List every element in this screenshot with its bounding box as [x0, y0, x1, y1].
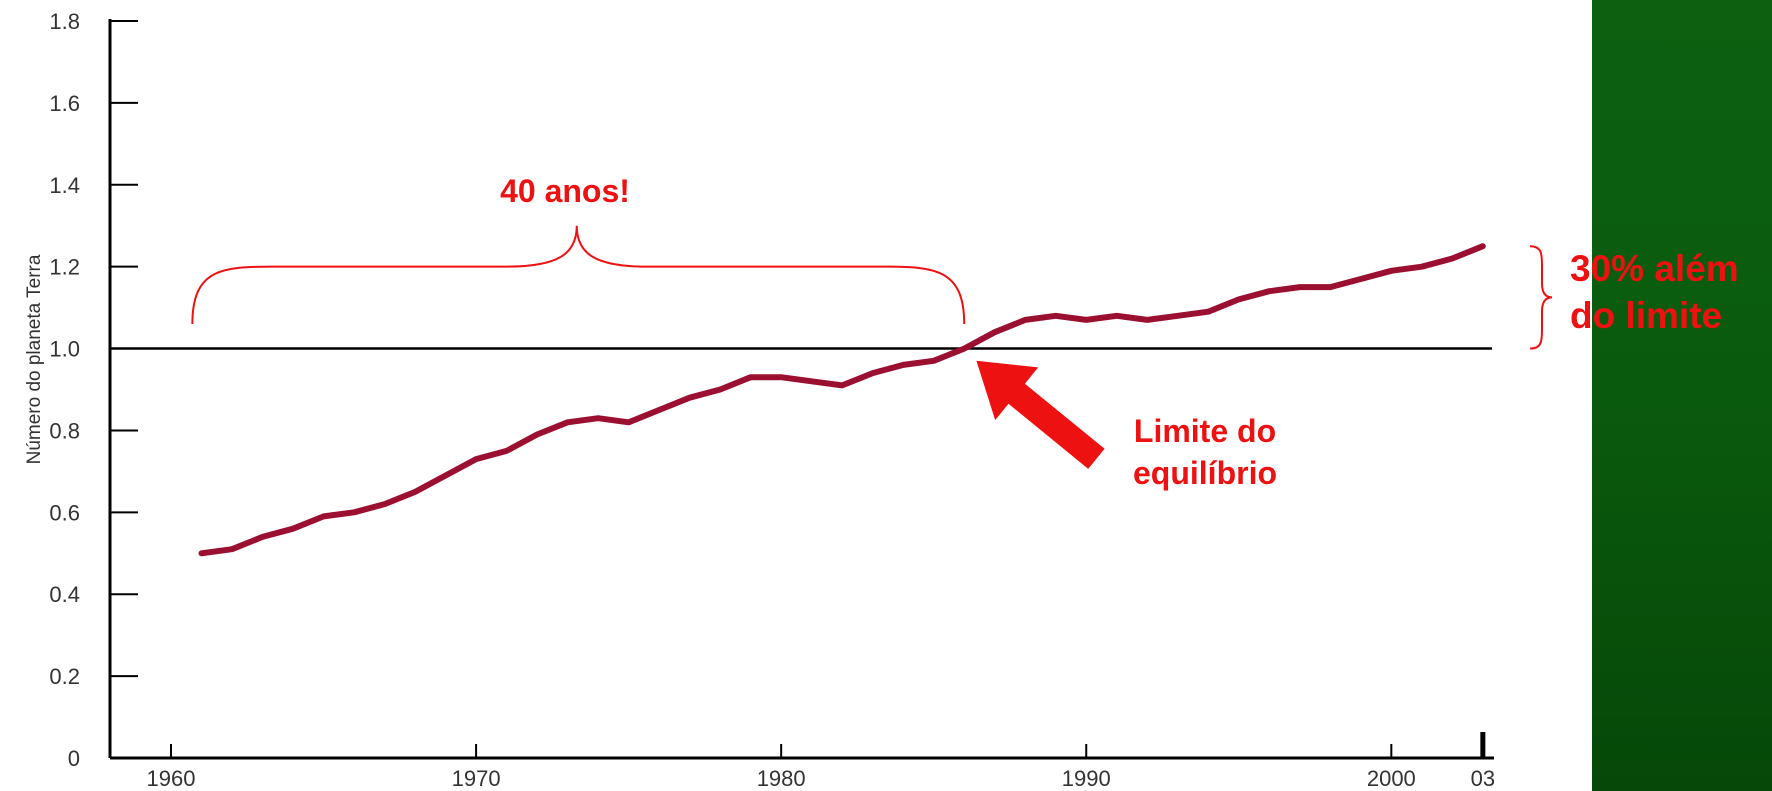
series-point: [322, 514, 326, 518]
series-point: [1298, 285, 1302, 289]
series-point: [993, 330, 997, 334]
axes-group: Número do planeta Terra: [24, 19, 1494, 760]
series-point: [1084, 318, 1088, 322]
y-tick-label: 1.6: [49, 91, 80, 116]
series-point: [1481, 244, 1485, 248]
series-point: [688, 396, 692, 400]
series-point: [901, 363, 905, 367]
y-tick-label: 1.2: [49, 255, 80, 280]
series-point: [627, 420, 631, 424]
limit-label-line2: equilíbrio: [1133, 455, 1277, 491]
y-tick-label: 0.4: [49, 582, 80, 607]
series-point: [1450, 256, 1454, 260]
series-point: [383, 502, 387, 506]
series-point: [1420, 265, 1424, 269]
series-point: [474, 457, 478, 461]
limit-arrow: [976, 360, 1105, 469]
series-point: [200, 551, 204, 555]
series-point: [1267, 289, 1271, 293]
series-point: [657, 408, 661, 412]
span-label: 40 anos!: [500, 173, 630, 209]
series-point: [1023, 318, 1027, 322]
series-point: [1328, 285, 1332, 289]
span-brace: [191, 225, 966, 324]
plot-group: [110, 243, 1492, 557]
excess-label-line1: 30% além: [1570, 248, 1739, 289]
series-point: [413, 490, 417, 494]
series-point: [1145, 318, 1149, 322]
series-point: [444, 473, 448, 477]
excess-label-line2: do limite: [1570, 295, 1722, 336]
series-point: [1237, 297, 1241, 301]
series-point: [230, 547, 234, 551]
excess-brace: [1529, 245, 1553, 350]
series-point: [749, 375, 753, 379]
ticks-group: 0 0.2 0.4 0.6 0.8 1.0 1.2 1.4 1.6 1.8 1960 1970 1980…: [49, 9, 1495, 791]
x-tick-label: 03: [1471, 766, 1495, 791]
series-point: [871, 371, 875, 375]
series-point: [1359, 277, 1363, 281]
series-point: [1115, 314, 1119, 318]
y-tick-label: 0: [68, 746, 80, 771]
y-tick-label: 0.8: [49, 418, 80, 443]
y-tick-label: 1.4: [49, 173, 80, 198]
x-tick-label: 1990: [1062, 766, 1111, 791]
series-point: [962, 347, 966, 351]
series-point: [718, 388, 722, 391]
y-tick-label: 0.2: [49, 664, 80, 689]
series-point: [1389, 269, 1393, 273]
series-point: [566, 420, 570, 424]
series-point: [291, 527, 295, 531]
annotations-group: 40 anos! Limite do equilíbrio 30% além d…: [191, 173, 1739, 491]
series-point: [810, 379, 814, 383]
series-line: [198, 243, 1486, 557]
y-tick-label: 1.8: [49, 9, 80, 34]
series-point: [779, 375, 783, 379]
side-panel: [1592, 0, 1772, 791]
limit-label-line1: Limite do: [1134, 413, 1276, 449]
series-point: [1176, 314, 1180, 318]
series-point: [261, 535, 265, 539]
series-point: [505, 449, 509, 453]
x-tick-label: 2000: [1367, 766, 1416, 791]
series-point: [1206, 310, 1210, 314]
series-point: [596, 416, 600, 420]
series-point: [932, 359, 936, 363]
y-axis-label: Número do planeta Terra: [24, 254, 45, 464]
series-point: [535, 433, 539, 437]
series-point: [352, 510, 356, 514]
y-tick-label: 1.0: [49, 337, 80, 362]
x-tick-label: 1960: [147, 766, 196, 791]
series-point: [840, 383, 844, 387]
series-point: [1054, 314, 1058, 318]
x-tick-label: 1980: [757, 766, 806, 791]
y-tick-label: 0.6: [49, 500, 80, 525]
x-tick-label: 1970: [452, 766, 501, 791]
